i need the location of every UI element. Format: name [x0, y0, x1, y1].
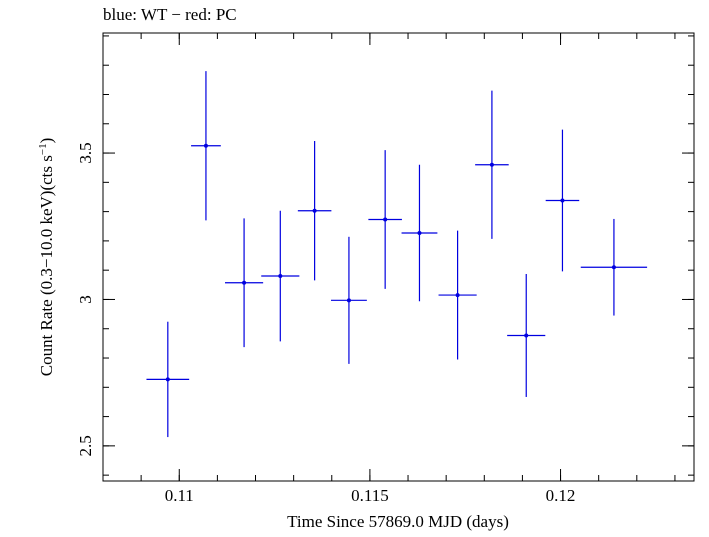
- series-layer: [146, 71, 648, 438]
- data-marker: [524, 333, 529, 338]
- x-tick-label: 0.11: [165, 486, 194, 505]
- y-tick-label: 3: [76, 295, 95, 304]
- chart-title: blue: WT − red: PC: [103, 5, 237, 24]
- data-point: [225, 218, 264, 348]
- data-marker: [278, 274, 283, 279]
- data-point: [191, 71, 221, 221]
- data-point: [297, 141, 332, 281]
- y-axis-label-main: Count Rate (0.3−10.0 keV)(cts s: [37, 155, 56, 376]
- x-axis-label: Time Since 57869.0 MJD (days): [287, 512, 509, 531]
- data-marker: [417, 230, 422, 235]
- minor-ticks: [102, 33, 694, 481]
- data-point: [438, 230, 477, 360]
- data-marker: [489, 162, 494, 167]
- data-point: [146, 321, 190, 438]
- x-tick-label: 0.12: [546, 486, 576, 505]
- data-marker: [560, 198, 565, 203]
- y-axis-label-sup: −1: [37, 143, 49, 155]
- y-axis-label: Count Rate (0.3−10.0 keV)(cts s−1): [37, 138, 56, 377]
- data-marker: [165, 377, 170, 382]
- data-marker: [346, 298, 351, 303]
- data-marker: [455, 293, 460, 298]
- x-tick-label: 0.115: [351, 486, 389, 505]
- data-point: [331, 236, 367, 364]
- data-point: [475, 90, 509, 239]
- data-marker: [312, 208, 317, 213]
- data-marker: [383, 217, 388, 222]
- data-marker: [242, 280, 247, 285]
- data-point: [507, 273, 546, 397]
- y-tick-label: 2.5: [76, 435, 95, 456]
- data-point: [580, 218, 648, 316]
- data-point: [401, 164, 438, 302]
- y-tick-label: 3.5: [76, 142, 95, 163]
- data-marker: [203, 143, 208, 148]
- data-point: [545, 129, 580, 272]
- data-point: [368, 150, 402, 289]
- data-marker: [611, 265, 616, 270]
- tick-labels: 0.11 0.115 0.12 2.5 3 3.5: [76, 142, 575, 505]
- major-ticks: [103, 33, 694, 481]
- y-axis-label-close: ): [37, 138, 56, 144]
- data-point: [261, 210, 300, 342]
- plot-frame: [102, 32, 695, 482]
